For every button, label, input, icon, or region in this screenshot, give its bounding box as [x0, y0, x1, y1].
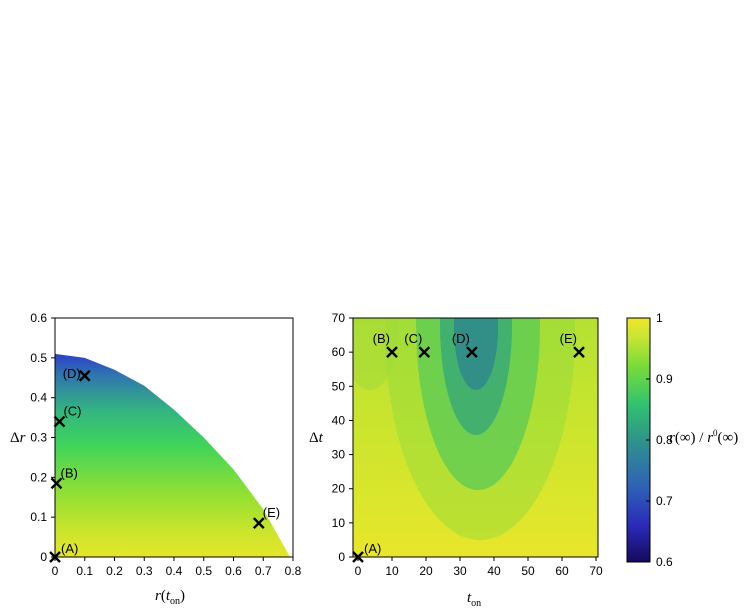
x-tick-label: 0.8 — [285, 564, 302, 578]
x-tick-label: 0 — [52, 564, 59, 578]
colorbar-ticks: 0.6 0.7 0.8 0.9 1 — [646, 311, 673, 569]
y-tick-label: 70 — [332, 311, 346, 325]
marker-label: (A) — [364, 541, 381, 556]
y-tick-label: 0.4 — [30, 391, 47, 405]
colorbar-label: r(∞) / r0(∞) — [669, 428, 738, 446]
colorbar-tick-label: 1 — [656, 311, 663, 325]
left-ylabel: Δr — [10, 430, 26, 446]
x-tick-label: 0.5 — [195, 564, 212, 578]
y-tick-label: 50 — [332, 379, 346, 393]
right-panel: 0 10 20 30 40 50 60 70 0 10 20 30 40 50 60 70 (A) (B) (C)… — [309, 311, 603, 609]
x-tick-label: 0.4 — [166, 564, 183, 578]
marker-a: (A) — [49, 541, 78, 563]
right-ticks: 0 10 20 30 40 50 60 70 0 10 20 30 40 50 60 70 — [332, 311, 603, 578]
y-tick-label: 30 — [332, 448, 346, 462]
x-tick-label: 50 — [521, 564, 535, 578]
x-tick-label: 70 — [589, 564, 603, 578]
right-plot-frame — [352, 317, 599, 558]
colorbar-tick-label: 0.6 — [656, 555, 673, 569]
marker-label: (C) — [63, 404, 81, 419]
y-tick-label: 60 — [332, 345, 346, 359]
right-heatmap-dip-core — [454, 318, 498, 390]
marker-a: (A) — [352, 541, 381, 563]
y-tick-label: 10 — [332, 516, 346, 530]
x-tick-label: 0 — [355, 564, 362, 578]
right-xlabel: ton — [467, 590, 481, 609]
x-tick-label: 30 — [453, 564, 467, 578]
x-tick-label: 60 — [555, 564, 569, 578]
x-tick-label: 0.1 — [76, 564, 93, 578]
colorbar: 0.6 0.7 0.8 0.9 1 r(∞) / r0(∞) — [626, 311, 738, 569]
marker-c: (C) — [53, 404, 82, 428]
x-tick-label: 0.3 — [136, 564, 153, 578]
y-tick-label: 20 — [332, 482, 346, 496]
y-tick-label: 40 — [332, 413, 346, 427]
x-tick-label: 0.7 — [255, 564, 272, 578]
x-tick-label: 0.6 — [225, 564, 242, 578]
colorbar-tick-label: 0.9 — [656, 372, 673, 386]
marker-e: (E) — [252, 505, 280, 529]
colorbar-tick-label: 0.8 — [656, 433, 673, 447]
marker-label: (E) — [560, 331, 577, 346]
y-tick-label: 0.5 — [30, 351, 47, 365]
y-tick-label: 0.2 — [30, 470, 47, 484]
marker-d: (D) — [63, 366, 91, 382]
right-heatmap-top-left — [353, 318, 398, 390]
x-tick-label: 10 — [385, 564, 399, 578]
marker-d: (D) — [452, 331, 478, 358]
y-tick-label: 0 — [40, 550, 47, 564]
left-markers: (A) (B) (C) (D) (E) — [49, 366, 280, 563]
right-markers: (A) (B) (C) (D) (E) — [352, 331, 585, 563]
left-ticks: 0 0.1 0.2 0.3 0.4 0.5 0.6 0.7 0.8 0 0.1 0.2 0.3 0.4 0.… — [30, 311, 301, 578]
y-tick-label: 0.1 — [30, 510, 47, 524]
y-tick-label: 0 — [338, 550, 345, 564]
colorbar-tick-label: 0.7 — [656, 494, 673, 508]
x-tick-label: 20 — [419, 564, 433, 578]
marker-label: (E) — [263, 505, 280, 520]
marker-e: (E) — [560, 331, 585, 358]
marker-c: (C) — [404, 331, 431, 358]
left-panel: 0 0.1 0.2 0.3 0.4 0.5 0.6 0.7 0.8 0 0.1 0.2 0.3 0.4 0.… — [10, 311, 302, 607]
left-xlabel: r(ton) — [155, 588, 185, 607]
left-heatmap-region — [55, 353, 291, 557]
x-tick-label: 40 — [487, 564, 501, 578]
marker-label: (B) — [373, 331, 390, 346]
marker-b: (B) — [373, 331, 398, 358]
right-ylabel: Δt — [309, 430, 324, 446]
marker-b: (B) — [50, 465, 78, 490]
marker-label: (B) — [60, 465, 77, 480]
x-tick-label: 0.2 — [106, 564, 123, 578]
y-tick-label: 0.3 — [30, 431, 47, 445]
marker-label: (A) — [61, 541, 78, 556]
marker-label: (D) — [63, 366, 81, 381]
marker-label: (C) — [404, 331, 422, 346]
marker-label: (D) — [452, 331, 470, 346]
y-tick-label: 0.6 — [30, 311, 47, 325]
